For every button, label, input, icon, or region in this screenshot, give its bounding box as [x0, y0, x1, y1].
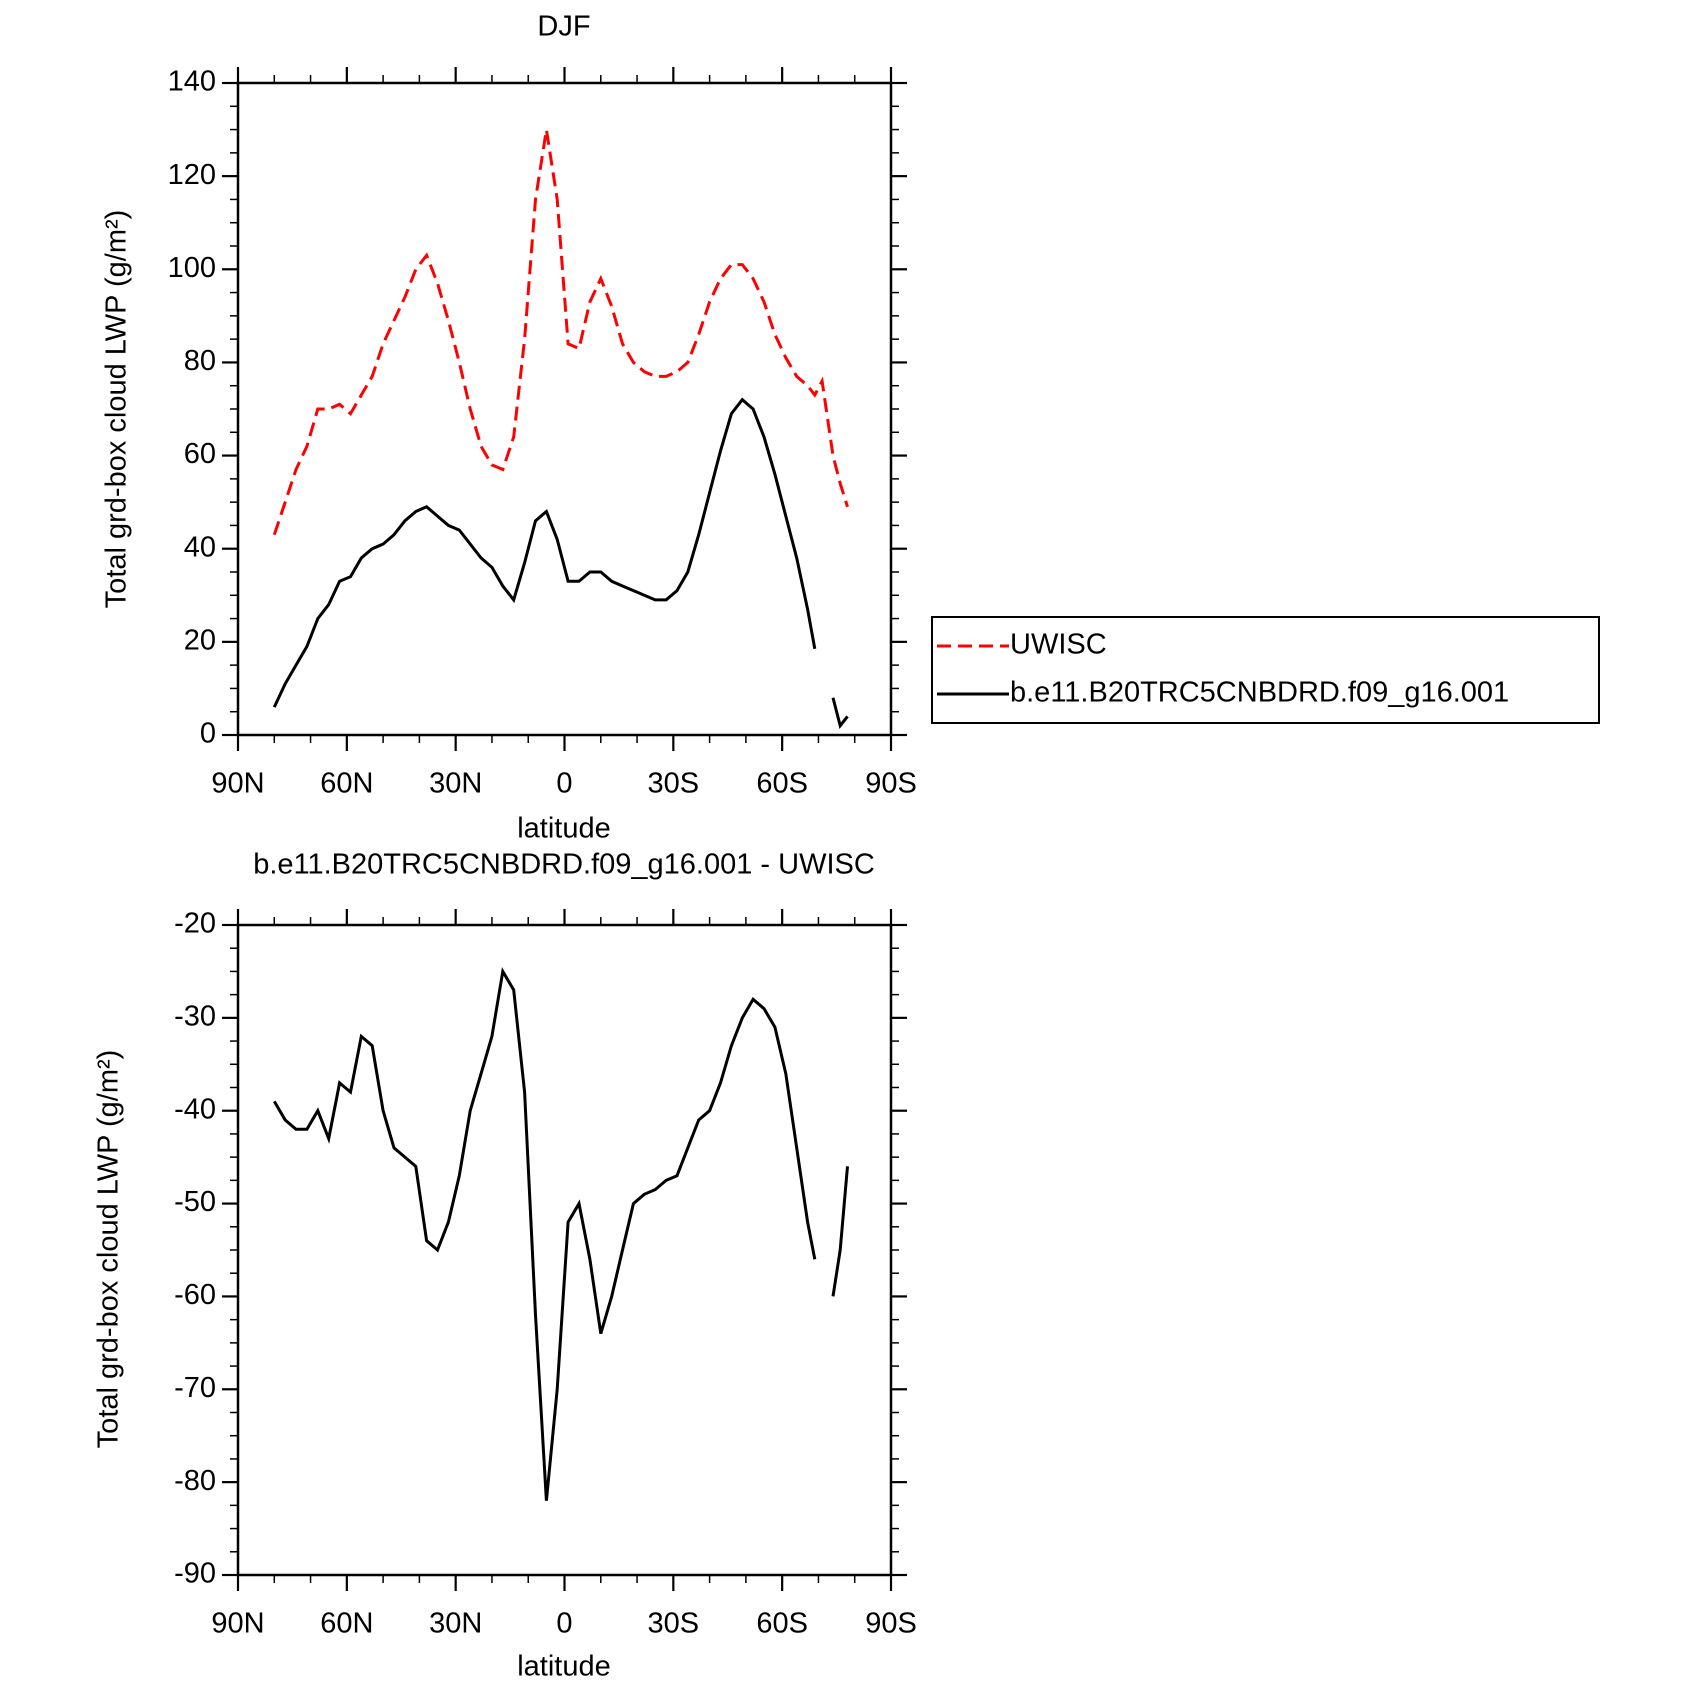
y-tick-label: 60 — [184, 438, 216, 470]
x-tick-label: 60S — [756, 1608, 808, 1640]
y-tick-label: -70 — [174, 1372, 216, 1404]
x-tick-label: 60N — [320, 768, 373, 800]
y-tick-label: -90 — [174, 1558, 216, 1590]
data-line — [272, 397, 817, 708]
y-tick-label: -20 — [174, 908, 216, 940]
x-tick-label: 60S — [756, 768, 808, 800]
data-line — [272, 129, 849, 536]
data-line — [831, 697, 849, 730]
x-tick-label: 90S — [865, 768, 917, 800]
x-tick-label: 30S — [648, 1608, 700, 1640]
data-line — [831, 1166, 849, 1297]
x-tick-label: 0 — [556, 1608, 572, 1640]
x-tick-label: 30N — [429, 1608, 482, 1640]
x-tick-label: 0 — [556, 768, 572, 800]
x-tick-label: 60N — [320, 1608, 373, 1640]
x-axis-label: latitude — [517, 813, 611, 845]
plot-frame — [236, 923, 893, 1577]
y-tick-label: -60 — [174, 1279, 216, 1311]
legend-box — [931, 616, 1600, 724]
y-tick-label: 100 — [168, 252, 216, 284]
x-axis-label: latitude — [517, 1651, 611, 1683]
y-tick-label: 0 — [200, 718, 216, 750]
legend-label: UWISC — [1010, 629, 1107, 661]
x-tick-label: 90N — [211, 768, 264, 800]
y-tick-label: 120 — [168, 159, 216, 191]
legend-label: b.e11.B20TRC5CNBDRD.f09_g16.001 — [1010, 677, 1509, 709]
y-axis-label: Total grd-box cloud LWP (g/m²) — [101, 210, 133, 609]
x-tick-label: 30S — [648, 768, 700, 800]
chart-title: b.e11.B20TRC5CNBDRD.f09_g16.001 - UWISC — [253, 849, 875, 881]
y-tick-label: 40 — [184, 531, 216, 563]
y-tick-label: -80 — [174, 1465, 216, 1497]
y-tick-label: 140 — [168, 66, 216, 98]
x-tick-label: 30N — [429, 768, 482, 800]
y-tick-label: -40 — [174, 1093, 216, 1125]
y-tick-label: -30 — [174, 1001, 216, 1033]
x-tick-label: 90S — [865, 1608, 917, 1640]
x-tick-label: 90N — [211, 1608, 264, 1640]
y-tick-label: -50 — [174, 1186, 216, 1218]
data-line — [273, 967, 817, 1501]
y-tick-label: 80 — [184, 345, 216, 377]
chart-title: DJF — [537, 11, 590, 43]
plot-frame — [236, 81, 893, 737]
y-axis-label: Total grd-box cloud LWP (g/m²) — [93, 1050, 125, 1449]
y-tick-label: 20 — [184, 625, 216, 657]
